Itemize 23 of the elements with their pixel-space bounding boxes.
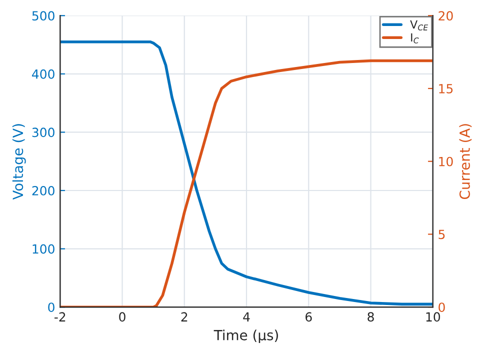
x-tick-label: 6 — [306, 312, 312, 322]
y2-tick-label: 20 — [438, 11, 453, 21]
x-tick-label: 8 — [368, 312, 374, 322]
y-axis-title: Voltage (V) — [12, 124, 26, 200]
x-axis-title: Time (µs) — [214, 330, 278, 344]
x-tick-label: 0 — [119, 312, 126, 322]
legend-label: I$_{C}$ — [411, 33, 419, 44]
y2-tick-label: 10 — [439, 156, 453, 166]
y-tick-label: 500 — [32, 11, 54, 21]
y2-tick-label: 15 — [439, 84, 453, 94]
y-tick-label: 100 — [32, 244, 54, 254]
x-tick-label: -2 — [54, 312, 66, 322]
x-tick-label: 2 — [181, 312, 188, 322]
x-tick-label: 4 — [243, 312, 250, 322]
y-tick-label: 200 — [32, 186, 54, 196]
y-tick-label: 300 — [32, 128, 54, 138]
legend-label: V$_{CE}$ — [410, 20, 428, 30]
y2-axis-title: Current (A) — [459, 124, 472, 200]
y-tick-label: 400 — [32, 69, 54, 79]
y2-tick-label: 5 — [438, 230, 445, 240]
y2-tick-label: 0 — [438, 302, 445, 312]
x-tick-label: 10 — [426, 312, 440, 322]
y-tick-label: 0 — [48, 302, 54, 312]
